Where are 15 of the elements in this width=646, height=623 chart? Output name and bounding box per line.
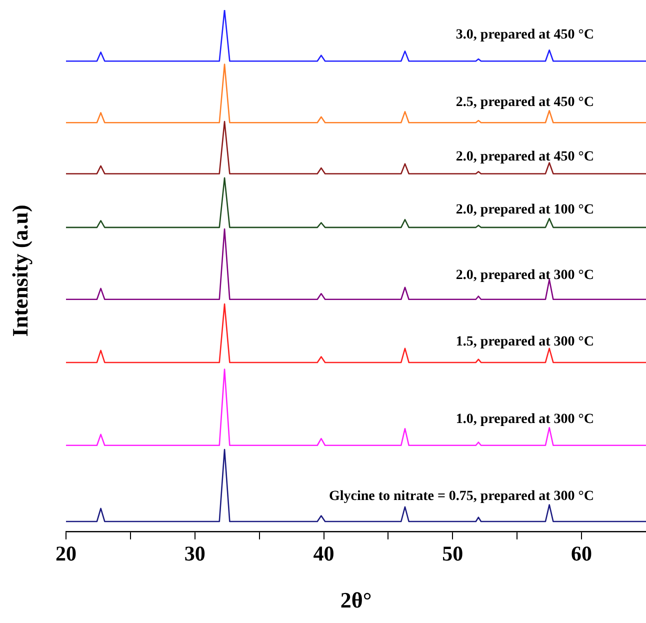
- x-tick-label: 30: [184, 541, 206, 566]
- series-label: 2.0, prepared at 300 °C: [456, 268, 594, 284]
- series-label: Glycine to nitrate = 0.75, prepared at 300 °C: [328, 488, 594, 504]
- series-label: 3.0, prepared at 450 °C: [456, 28, 594, 43]
- series-label: 1.5, prepared at 300 °C: [456, 334, 594, 350]
- x-tick-label: 40: [313, 541, 334, 566]
- x-tick-label: 20: [56, 541, 76, 566]
- x-tick-label: 50: [442, 541, 464, 566]
- series-label: 2.0, prepared at 100 °C: [456, 202, 594, 218]
- series-label: 2.0, prepared at 450 °C: [456, 149, 594, 164]
- x-tick-label: 60: [571, 541, 592, 566]
- series-label: 2.5, prepared at 450 °C: [456, 94, 594, 110]
- x-axis-title: 2θ°: [340, 587, 372, 612]
- series-label: 1.0, prepared at 300 °C: [456, 412, 594, 427]
- y-axis-title: Intensity (a.u): [8, 204, 33, 337]
